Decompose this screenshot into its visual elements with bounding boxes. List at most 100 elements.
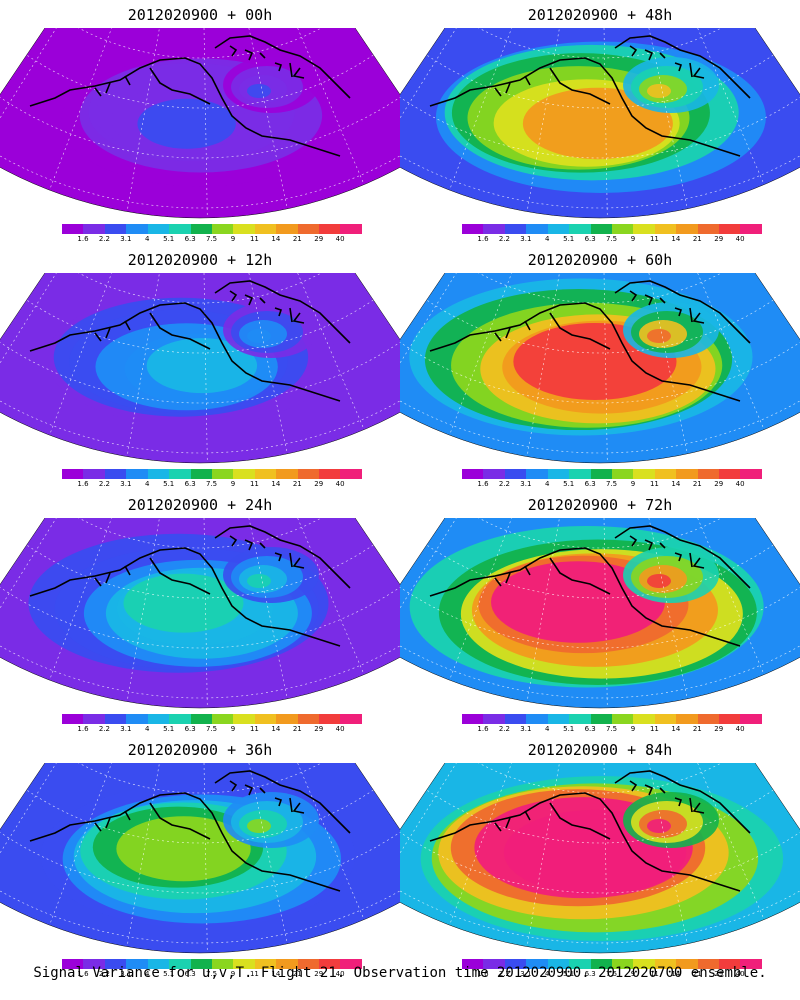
colorbar-swatch [276, 714, 298, 724]
colorbar-swatch [190, 714, 212, 724]
polar-sector-map [0, 518, 400, 709]
colorbar-swatch [569, 469, 591, 479]
colorbar [462, 959, 762, 969]
colorbar-tick-label: 11 [649, 970, 659, 978]
panel-title: 2012020900 + 36h [127, 741, 273, 759]
colorbar-swatch [62, 714, 84, 724]
map-panel: 2012020900 + 60h 1.6 2.2 3.1 4 5.1 6.3 7.5 9 11 1… [400, 245, 800, 488]
colorbar-swatch [740, 469, 762, 479]
colorbar-tick-label: 2.2 [98, 970, 110, 978]
colorbar-labels: 1.6 2.2 3.1 4 5.1 6.3 7.5 9 11 14 21 29 40 [448, 725, 768, 735]
colorbar-swatch [504, 959, 527, 969]
colorbar-tick-label: 29 [314, 480, 324, 488]
colorbar-tick-label: 40 [735, 970, 745, 978]
colorbar-labels: 1.6 2.2 3.1 4 5.1 6.3 7.5 9 11 14 21 29 40 [48, 480, 368, 490]
colorbar-tick-label: 1.6 [77, 725, 89, 733]
colorbar-swatch [611, 959, 634, 969]
colorbar-tick-label: 3.1 [120, 480, 132, 488]
polar-sector-map [400, 763, 800, 954]
colorbar-tick-label: 5.1 [563, 970, 575, 978]
colorbar-swatch [233, 224, 255, 234]
colorbar-tick-label: 1.6 [477, 235, 489, 243]
colorbar-labels: 1.6 2.2 3.1 4 5.1 6.3 7.5 9 11 14 21 29 40 [48, 970, 368, 980]
colorbar-swatch [297, 469, 320, 479]
colorbar-tick-label: 40 [335, 725, 345, 733]
colorbar-tick-label: 11 [249, 235, 259, 243]
colorbar [462, 714, 762, 724]
colorbar-swatch [190, 224, 212, 234]
colorbar-swatch [126, 959, 148, 969]
colorbar-swatch [547, 224, 570, 234]
colorbar-swatch [719, 469, 741, 479]
colorbar-swatch [319, 959, 341, 969]
colorbar-tick-label: 2.2 [498, 480, 510, 488]
colorbar-swatch [547, 469, 570, 479]
colorbar-swatch [654, 224, 677, 234]
polar-sector-map [400, 28, 800, 219]
colorbar-swatch [276, 959, 298, 969]
colorbar-tick-label: 1.6 [77, 970, 89, 978]
colorbar-swatch [676, 714, 698, 724]
colorbar-swatch [190, 959, 212, 969]
colorbar-swatch [62, 224, 84, 234]
colorbar-swatch [740, 224, 762, 234]
colorbar-swatch [590, 714, 612, 724]
colorbar-tick-label: 14 [271, 480, 281, 488]
colorbar-swatch [104, 224, 127, 234]
colorbar-swatch [62, 469, 84, 479]
colorbar [62, 469, 362, 479]
colorbar-tick-label: 3.1 [120, 970, 132, 978]
colorbar-swatch [611, 469, 634, 479]
colorbar-tick-label: 3.1 [520, 235, 532, 243]
colorbar-tick-label: 4 [545, 480, 550, 488]
colorbar-swatch [147, 959, 170, 969]
colorbar [62, 714, 362, 724]
colorbar-tick-label: 29 [314, 725, 324, 733]
map-panel: 2012020900 + 24h 1.6 2.2 3.1 4 5.1 6.3 7.5 9 11 1… [0, 490, 400, 733]
colorbar-swatch [340, 959, 362, 969]
colorbar-tick-label: 6.3 [184, 480, 196, 488]
colorbar-swatch [676, 469, 698, 479]
colorbar-swatch [569, 714, 591, 724]
colorbar-tick-label: 3.1 [120, 235, 132, 243]
colorbar-tick-label: 14 [671, 235, 681, 243]
colorbar-tick-label: 7.5 [205, 725, 218, 733]
colorbar-tick-label: 1.6 [77, 235, 89, 243]
colorbar-tick-label: 40 [735, 480, 745, 488]
colorbar-swatch [126, 714, 148, 724]
colorbar-tick-label: 6.3 [584, 725, 596, 733]
colorbar-tick-label: 1.6 [477, 725, 489, 733]
polar-sector-map [0, 28, 400, 219]
colorbar-swatch [126, 224, 148, 234]
colorbar-swatch [740, 959, 762, 969]
colorbar-tick-label: 14 [671, 480, 681, 488]
colorbar-tick-label: 21 [692, 725, 702, 733]
colorbar-tick-label: 6.3 [584, 235, 596, 243]
figure-caption: Signal Variance for u,v,T. Flight 21. Ob… [33, 965, 767, 981]
colorbar-swatch [740, 714, 762, 724]
colorbar-tick-label: 14 [271, 235, 281, 243]
colorbar-swatch [697, 224, 720, 234]
colorbar-swatch [211, 469, 234, 479]
colorbar-swatch [340, 469, 362, 479]
colorbar-swatch [276, 469, 298, 479]
colorbar-tick-label: 2.2 [98, 725, 110, 733]
colorbar-swatch [697, 714, 720, 724]
colorbar-tick-label: 29 [714, 235, 724, 243]
colorbar-swatch [169, 224, 191, 234]
colorbar-swatch [569, 959, 591, 969]
colorbar-tick-label: 40 [735, 235, 745, 243]
colorbar-tick-label: 4 [145, 725, 150, 733]
colorbar-tick-label: 5.1 [563, 235, 575, 243]
map-panel: 2012020900 + 00h 1.6 2.2 3.1 4 5.1 6.3 7.5 9 11 1… [0, 0, 400, 243]
colorbar [62, 959, 362, 969]
colorbar-tick-label: 40 [335, 235, 345, 243]
colorbar-tick-label: 6.3 [584, 480, 596, 488]
colorbar-swatch [104, 714, 127, 724]
colorbar-tick-label: 14 [271, 725, 281, 733]
colorbar-swatch [211, 714, 234, 724]
panel-title: 2012020900 + 48h [527, 6, 673, 24]
polar-sector-map [400, 518, 800, 709]
colorbar-tick-label: 11 [249, 970, 259, 978]
colorbar-swatch [83, 469, 105, 479]
